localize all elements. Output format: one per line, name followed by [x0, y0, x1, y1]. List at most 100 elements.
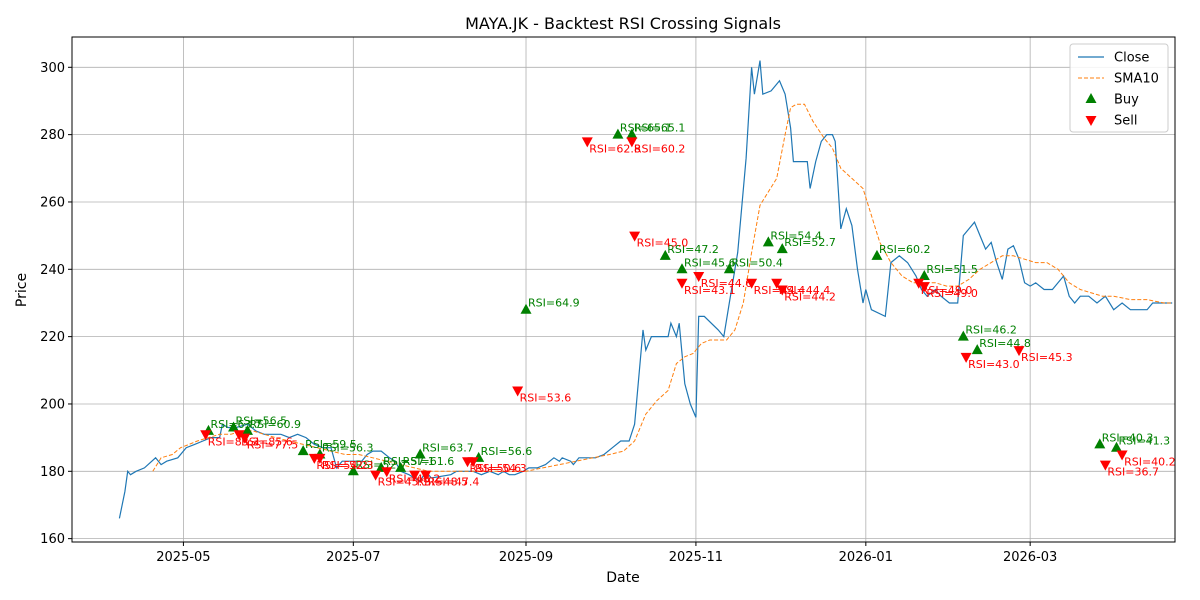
sell-marker: [239, 433, 251, 444]
sell-marker: [314, 453, 326, 464]
sell-marker: [512, 386, 524, 397]
sell-annotation: RSI=62.8: [589, 142, 641, 155]
buy-marker: [957, 330, 969, 341]
buy-annotation: RSI=63.7: [210, 418, 262, 431]
buy-marker: [723, 263, 735, 274]
series-line-sma10: [152, 103, 1173, 472]
buy-annotation: RSI=63.7: [422, 441, 474, 454]
sell-annotation: RSI=52.3: [322, 459, 374, 472]
sell-marker: [629, 231, 641, 242]
sell-marker: [1099, 460, 1111, 471]
buy-marker: [520, 303, 532, 314]
buy-annotation: RSI=56.6: [481, 445, 533, 458]
x-tick-label: 2026-03: [1003, 550, 1057, 565]
legend-label: Sell: [1114, 114, 1137, 129]
sell-marker: [409, 470, 421, 481]
y-tick-label: 220: [40, 330, 65, 345]
buy-annotation: RSI=64.9: [528, 297, 580, 310]
x-tick-label: 2025-07: [326, 550, 380, 565]
buy-marker: [918, 270, 930, 281]
sell-annotation: RSI=45.0: [637, 237, 689, 250]
buy-annotation: RSI=47.2: [667, 243, 719, 256]
buy-marker: [626, 128, 638, 139]
sell-marker: [918, 282, 930, 293]
series-layer: [118, 60, 1173, 519]
sell-marker: [913, 278, 925, 289]
sell-marker: [676, 278, 688, 289]
buy-marker: [1111, 441, 1123, 452]
x-tick-label: 2025-11: [669, 550, 723, 565]
buy-annotation: RSI=50.4: [731, 256, 783, 269]
x-tick-label: 2026-01: [839, 550, 893, 565]
sell-annotation: RSI=60.2: [634, 142, 686, 155]
sell-marker: [370, 470, 382, 481]
legend-swatch-sell: [1085, 116, 1097, 126]
buy-marker: [776, 243, 788, 254]
y-tick-label: 200: [40, 397, 65, 412]
sell-annotation: RSI=77.5: [247, 439, 299, 452]
sell-annotation: RSI=44.6: [701, 277, 753, 290]
buy-annotation: RSI=59.5: [305, 438, 357, 451]
sell-annotation: RSI=44.4: [779, 284, 831, 297]
y-tick-label: 300: [40, 61, 65, 76]
buy-annotation: RSI=60.9: [249, 418, 301, 431]
buy-annotation: RSI=61.6: [403, 455, 455, 468]
sell-marker: [1116, 450, 1128, 461]
sell-annotation: RSI=49.0: [921, 284, 973, 297]
buy-marker: [659, 249, 671, 260]
buy-annotation: RSI=51.5: [926, 263, 978, 276]
sell-marker: [776, 285, 788, 296]
series-line-close: [118, 60, 1173, 519]
buy-marker: [241, 424, 253, 435]
plot-frame: [71, 36, 1176, 543]
buy-annotation: RSI=60.2: [879, 243, 931, 256]
legend-label: Close: [1114, 51, 1149, 66]
sell-annotation: RSI=36.7: [1107, 466, 1159, 479]
sell-annotation: RSI=48.5: [417, 476, 469, 489]
sell-marker: [693, 272, 705, 283]
legend-label: Buy: [1114, 93, 1139, 108]
buy-marker: [414, 448, 426, 459]
sell-marker: [746, 278, 758, 289]
y-tick-label: 180: [40, 465, 65, 480]
sell-annotation: RSI=43.0: [968, 358, 1020, 371]
y-tick-label: 240: [40, 263, 65, 278]
sell-annotation: RSI=85.6: [241, 435, 293, 448]
sell-marker: [1013, 346, 1025, 357]
legend-swatch-buy: [1085, 93, 1097, 103]
buy-annotation: RSI=41.3: [1119, 435, 1171, 448]
buy-marker: [1094, 438, 1106, 449]
ticks: 2025-05 2025-07 2025-09 2025-11 2026-01 2026-…: [40, 61, 1057, 565]
sell-marker: [381, 467, 393, 478]
sell-annotation: RSI=45.1: [378, 476, 430, 489]
markers-layer: RSI=63.7RSI=56.5RSI=60.9RSI=59.5RSI=56.3…: [200, 122, 1176, 489]
buy-marker: [871, 249, 883, 260]
sell-annotation: RSI=44.2: [784, 291, 836, 304]
buy-annotation: RSI=54.4: [770, 229, 822, 242]
sell-marker: [581, 137, 593, 148]
sell-annotation: RSI=47.4: [428, 476, 480, 489]
y-axis-title: Price: [14, 273, 30, 307]
legend-label: SMA10: [1114, 72, 1159, 87]
x-tick-label: 2025-09: [499, 550, 553, 565]
sell-annotation: RSI=54.2: [316, 459, 368, 472]
sell-annotation: RSI=43.1: [684, 284, 736, 297]
sell-annotation: RSI=40.2: [1124, 455, 1176, 468]
legend-box: [1069, 43, 1169, 133]
chart-title: MAYA.JK - Backtest RSI Crossing Signals: [465, 14, 781, 33]
buy-annotation: RSI=56.3: [322, 441, 374, 454]
buy-annotation: RSI=45.6: [684, 256, 736, 269]
sell-marker: [960, 352, 972, 363]
sell-annotation: RSI=53.6: [520, 392, 572, 405]
sell-annotation: RSI=45.3: [1021, 351, 1073, 364]
buy-annotation: RSI=56.5: [236, 415, 288, 428]
sell-marker: [626, 137, 638, 148]
buy-annotation: RSI=40.3: [1102, 431, 1154, 444]
buy-marker: [676, 263, 688, 274]
x-tick-label: 2025-05: [156, 550, 210, 565]
sell-annotation: RSI=49.0: [926, 287, 978, 300]
buy-annotation: RSI=52.7: [784, 236, 836, 249]
y-tick-label: 160: [40, 532, 65, 547]
buy-marker: [971, 344, 983, 355]
